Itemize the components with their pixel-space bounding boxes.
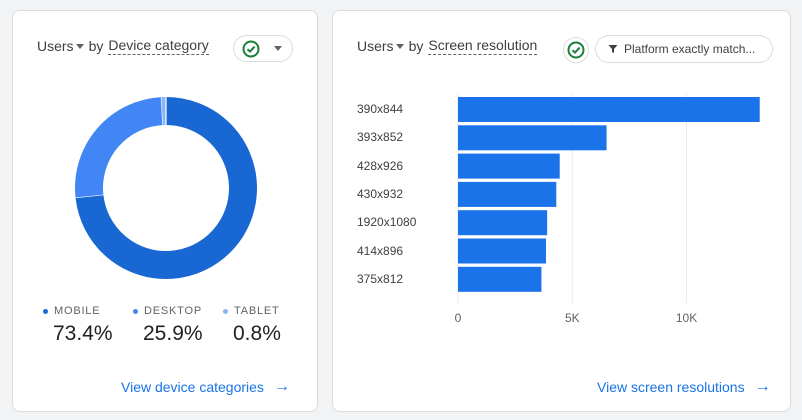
legend-label: MOBILE bbox=[54, 305, 101, 317]
legend-value-mobile: 73.4% bbox=[53, 322, 113, 345]
bar-428x926[interactable] bbox=[458, 153, 560, 179]
bar-430x932[interactable] bbox=[458, 181, 557, 207]
metric-label: Users bbox=[37, 38, 74, 54]
chevron-down-icon bbox=[274, 46, 282, 51]
filter-icon bbox=[608, 45, 618, 53]
check-circle-icon bbox=[242, 40, 260, 57]
filter-label: Platform exactly match... bbox=[624, 42, 756, 56]
resolution-bar-chart bbox=[457, 93, 760, 303]
device-card-header: Users by Device category bbox=[37, 37, 209, 55]
x-tick-label: 0 bbox=[454, 311, 462, 325]
bar-1920x1080[interactable] bbox=[458, 210, 548, 236]
bar-375x812[interactable] bbox=[458, 266, 542, 292]
caret-down-icon bbox=[75, 43, 84, 49]
legend-tablet: TABLET bbox=[223, 305, 280, 317]
legend-dot bbox=[133, 308, 138, 314]
bar-414x896[interactable] bbox=[458, 238, 546, 264]
platform-filter-chip[interactable]: Platform exactly match... bbox=[595, 35, 773, 63]
metric-selector[interactable]: Users bbox=[357, 38, 409, 54]
caret-down-icon bbox=[395, 43, 404, 49]
donut-slice-desktop[interactable] bbox=[75, 97, 164, 198]
legend-label: DESKTOP bbox=[144, 305, 202, 317]
arrow-right-icon: → bbox=[273, 378, 290, 395]
slice-separator bbox=[160, 97, 164, 126]
metric-label: Users bbox=[357, 38, 394, 54]
metric-selector[interactable]: Users bbox=[37, 38, 89, 54]
compare-toggle[interactable] bbox=[563, 37, 589, 63]
legend-dot bbox=[43, 308, 48, 314]
legend-mobile: MOBILE bbox=[43, 305, 100, 317]
x-tick-label: 5K bbox=[564, 311, 580, 325]
category-label: 1920x1080 bbox=[357, 215, 417, 230]
arrow-right-icon: → bbox=[754, 378, 771, 395]
category-label: 393x852 bbox=[357, 130, 404, 145]
screen-resolution-card: Users by Screen resolution Platform exac… bbox=[332, 10, 791, 412]
category-label: 375x812 bbox=[357, 271, 404, 286]
view-device-categories-link[interactable]: View device categories → bbox=[121, 378, 290, 396]
device-category-card: Users by Device category MOBILE 73.4% DESK… bbox=[12, 10, 318, 412]
legend-dot bbox=[223, 308, 228, 314]
check-circle-icon bbox=[567, 41, 585, 59]
legend-label: TABLET bbox=[234, 305, 280, 317]
view-screen-resolutions-link[interactable]: View screen resolutions → bbox=[597, 378, 771, 396]
legend-value-desktop: 25.9% bbox=[143, 322, 203, 345]
bar-393x852[interactable] bbox=[458, 125, 607, 151]
category-label: 414x896 bbox=[357, 243, 404, 258]
x-tick-label: 10K bbox=[675, 311, 698, 325]
device-donut-chart bbox=[75, 97, 257, 279]
link-label: View screen resolutions bbox=[597, 379, 745, 395]
by-label: by bbox=[88, 38, 104, 54]
compare-toggle[interactable] bbox=[233, 35, 293, 62]
resolution-card-header: Users by Screen resolution bbox=[357, 37, 538, 55]
donut-slice-mobile[interactable] bbox=[75, 97, 257, 279]
category-label: 390x844 bbox=[357, 102, 404, 116]
legend-desktop: DESKTOP bbox=[133, 305, 202, 317]
by-label: by bbox=[408, 38, 424, 54]
link-label: View device categories bbox=[121, 379, 264, 395]
bar-390x844[interactable] bbox=[458, 97, 760, 122]
category-label: 430x932 bbox=[357, 186, 404, 201]
dimension-selector[interactable]: Device category bbox=[108, 37, 209, 55]
dimension-selector[interactable]: Screen resolution bbox=[428, 37, 538, 55]
legend-value-tablet: 0.8% bbox=[233, 322, 281, 345]
category-label: 428x926 bbox=[357, 158, 404, 173]
